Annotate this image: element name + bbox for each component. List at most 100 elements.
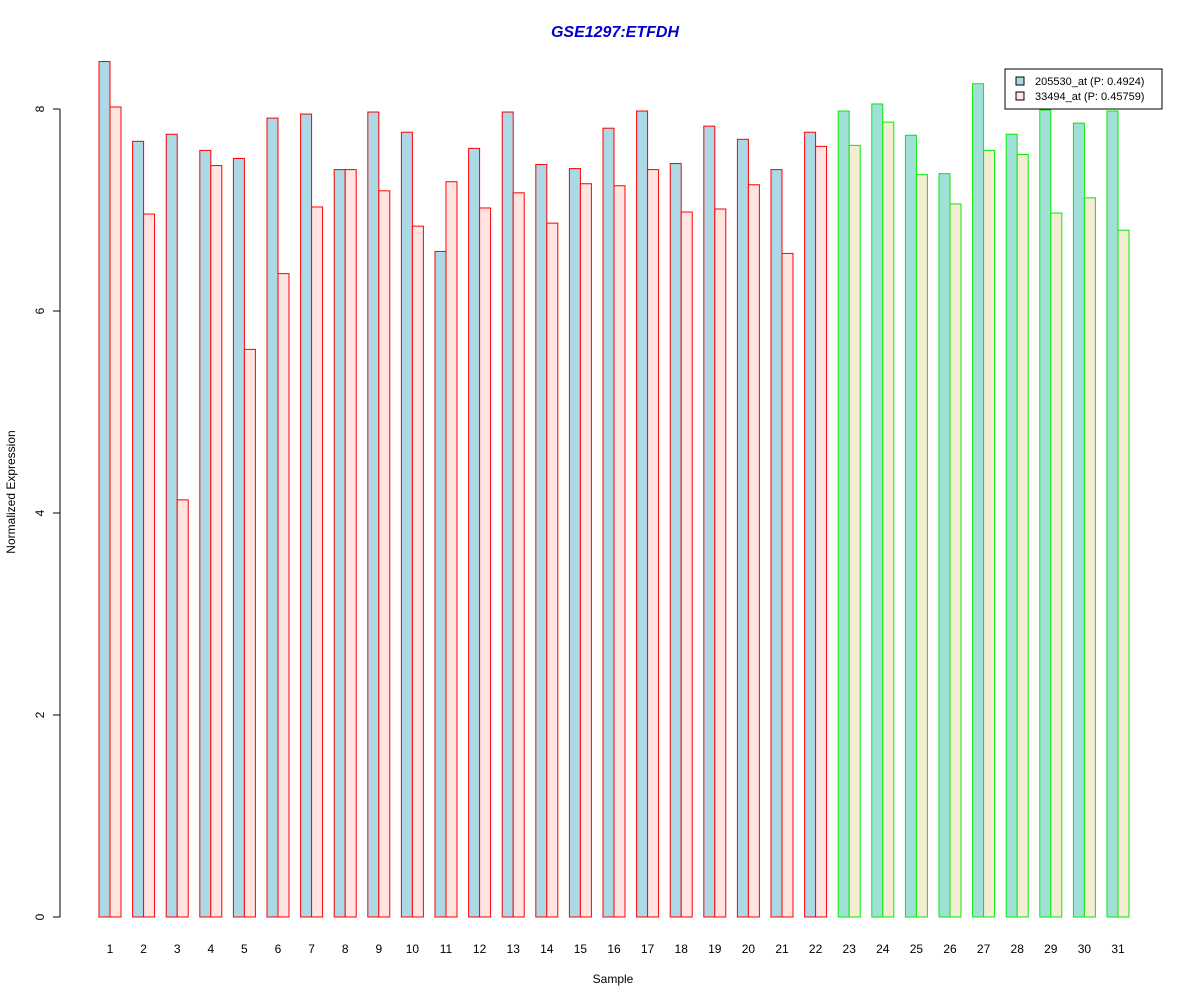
x-tick-label: 6: [275, 942, 282, 956]
bar-sample-31-series-2: [1117, 229, 1130, 918]
bar-sample-23-series-1: [837, 110, 850, 918]
y-tick-label: 6: [33, 307, 47, 314]
bar-sample-12-series-2: [479, 207, 492, 918]
bar-sample-7-series-2: [311, 206, 324, 918]
x-tick-label: 12: [473, 942, 487, 956]
x-tick-label: 18: [675, 942, 689, 956]
bar-sample-10-series-2: [411, 225, 424, 918]
bar-sample-17-series-1: [636, 110, 649, 918]
x-tick-label: 17: [641, 942, 655, 956]
bar-sample-9-series-2: [378, 190, 391, 918]
bar-sample-28-series-1: [1005, 133, 1018, 918]
bar-sample-29-series-1: [1039, 109, 1052, 918]
x-tick-label: 13: [507, 942, 521, 956]
y-tick-label: 8: [33, 105, 47, 112]
x-tick-label: 7: [308, 942, 315, 956]
x-tick-label: 27: [977, 942, 991, 956]
x-tick-label: 10: [406, 942, 420, 956]
bar-sample-26-series-1: [938, 173, 951, 918]
bar-sample-6-series-1: [266, 117, 279, 918]
bar-sample-17-series-2: [647, 169, 660, 918]
bar-sample-3-series-1: [165, 133, 178, 918]
x-tick-label: 16: [607, 942, 621, 956]
legend-swatch: [1015, 91, 1025, 101]
x-tick-label: 20: [742, 942, 756, 956]
bar-sample-8-series-2: [344, 169, 357, 918]
legend-label: 205530_at (P: 0.4924): [1035, 76, 1144, 88]
bar-sample-10-series-1: [400, 131, 413, 918]
x-axis: 1 2 3 4 5 6 7 8 9 10 11 12 13 14 15 16 17 18 19 20 21 22 23 24 2…: [107, 942, 1125, 956]
bar-sample-9-series-1: [367, 111, 380, 918]
bar-sample-1-series-2: [109, 106, 122, 918]
x-tick-label: 5: [241, 942, 248, 956]
x-tick-label: 25: [910, 942, 924, 956]
bar-sample-28-series-2: [1016, 153, 1029, 918]
legend-box: [1004, 68, 1163, 110]
x-tick-label: 11: [440, 942, 453, 956]
bar-sample-14-series-1: [535, 164, 548, 918]
x-tick-label: 30: [1078, 942, 1092, 956]
bar-sample-26-series-2: [949, 203, 962, 918]
bar-sample-22-series-1: [804, 131, 817, 918]
x-tick-label: 15: [574, 942, 588, 956]
bar-sample-3-series-2: [176, 499, 189, 918]
bar-sample-12-series-1: [468, 147, 481, 918]
x-tick-label: 9: [375, 942, 382, 956]
y-tick-label: 4: [33, 509, 47, 516]
bar-sample-2-series-2: [143, 213, 156, 918]
bar-sample-27-series-2: [983, 149, 996, 918]
bar-sample-19-series-1: [703, 125, 716, 918]
bar-sample-4-series-1: [199, 149, 212, 918]
chart-title: GSE1297:ETFDH: [551, 24, 679, 41]
bar-sample-19-series-2: [714, 208, 727, 918]
bar-sample-24-series-2: [882, 121, 895, 918]
bar-sample-30-series-2: [1083, 197, 1096, 918]
bar-sample-5-series-2: [243, 348, 256, 918]
x-tick-label: 2: [140, 942, 147, 956]
x-tick-label: 4: [207, 942, 214, 956]
y-tick-label: 0: [33, 913, 47, 920]
bar-sample-4-series-2: [210, 165, 223, 918]
legend-swatch: [1015, 76, 1025, 86]
bar-sample-5-series-1: [232, 157, 245, 918]
x-tick-label: 21: [775, 942, 789, 956]
bar-sample-21-series-1: [770, 169, 783, 918]
bar-sample-15-series-1: [568, 168, 581, 918]
x-tick-label: 24: [876, 942, 890, 956]
bar-sample-13-series-1: [501, 111, 514, 918]
bar-sample-29-series-2: [1050, 212, 1063, 918]
x-tick-label: 28: [1011, 942, 1025, 956]
bar-sample-2-series-1: [132, 140, 145, 918]
bar-sample-16-series-1: [602, 127, 615, 918]
bar-sample-25-series-1: [904, 134, 917, 918]
x-tick-label: 19: [708, 942, 722, 956]
x-tick-label: 31: [1111, 942, 1125, 956]
bar-sample-31-series-1: [1106, 110, 1119, 918]
bar-sample-7-series-1: [300, 113, 313, 918]
bar-sample-8-series-1: [333, 169, 346, 918]
bar-sample-6-series-2: [277, 273, 290, 918]
bar-sample-14-series-2: [546, 222, 559, 918]
x-tick-label: 26: [943, 942, 957, 956]
legend-label: 33494_at (P: 0.45759): [1035, 91, 1144, 103]
legend: 205530_at (P: 0.4924) 33494_at (P: 0.4575…: [1004, 68, 1163, 110]
bar-sample-18-series-1: [669, 163, 682, 918]
bar-sample-22-series-2: [815, 145, 828, 918]
bar-sample-1-series-1: [98, 61, 111, 918]
bar-sample-23-series-2: [848, 144, 861, 918]
bar-sample-11-series-2: [445, 181, 458, 918]
bar-sample-27-series-1: [972, 83, 985, 918]
bar-sample-25-series-2: [915, 174, 928, 918]
bar-sample-20-series-2: [747, 184, 760, 918]
bar-sample-30-series-1: [1072, 122, 1085, 918]
x-tick-label: 22: [809, 942, 823, 956]
bar-sample-13-series-2: [512, 192, 525, 918]
x-tick-label: 14: [540, 942, 554, 956]
y-axis: 0 2 4 6 8: [33, 105, 61, 920]
bar-sample-15-series-2: [579, 183, 592, 918]
bar-sample-24-series-1: [871, 103, 884, 918]
x-tick-label: 29: [1044, 942, 1058, 956]
x-axis-label: Sample: [593, 972, 634, 986]
x-tick-label: 1: [107, 942, 114, 956]
